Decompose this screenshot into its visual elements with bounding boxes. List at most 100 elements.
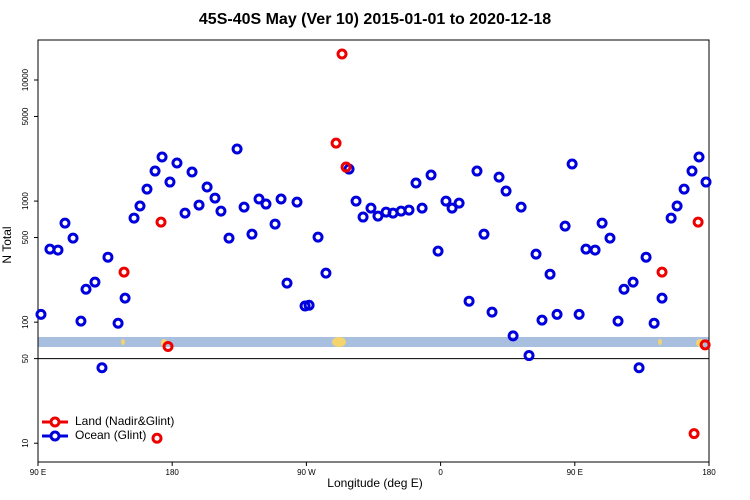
point [425, 169, 437, 181]
coverage-spot [658, 339, 662, 345]
point [486, 306, 498, 318]
point [164, 176, 176, 188]
coverage-spot [332, 337, 346, 347]
point [589, 244, 601, 256]
y-tick-label: 5000 [21, 107, 30, 125]
point [67, 232, 79, 244]
point [515, 201, 527, 213]
point [640, 251, 652, 263]
point [80, 283, 92, 295]
point [686, 165, 698, 177]
point [269, 218, 281, 230]
point [453, 197, 465, 209]
chart-title: 45S-40S May (Ver 10) 2015-01-01 to 2020-… [199, 11, 551, 28]
plot-frame [37, 39, 710, 463]
point [96, 362, 108, 374]
legend-marker [49, 416, 61, 428]
point [119, 292, 131, 304]
point [340, 161, 352, 173]
point [260, 198, 272, 210]
point [523, 350, 535, 362]
point [238, 201, 250, 213]
point [253, 193, 265, 205]
point [303, 299, 315, 311]
point [357, 211, 369, 223]
point [410, 177, 422, 189]
point [141, 183, 153, 195]
point [500, 185, 512, 197]
point [612, 315, 624, 327]
point [372, 210, 384, 222]
point [201, 181, 213, 193]
y-tick-label: 500 [21, 230, 30, 244]
y-tick-label: 1000 [21, 192, 30, 210]
point [671, 200, 683, 212]
point [350, 195, 362, 207]
point [493, 171, 505, 183]
y-axis-label: N Total [0, 226, 14, 263]
point [403, 204, 415, 216]
y-tick-label: 50 [21, 354, 30, 363]
x-tick-label: 180 [702, 468, 716, 477]
point [75, 315, 87, 327]
y-tick-label: 10 [21, 438, 30, 447]
point [416, 202, 428, 214]
point [656, 266, 668, 278]
legend-label: Ocean (Glint) [75, 428, 146, 442]
point [678, 183, 690, 195]
point [566, 158, 578, 170]
point [507, 330, 519, 342]
point [693, 151, 705, 163]
point [692, 216, 704, 228]
point [471, 165, 483, 177]
point [440, 195, 452, 207]
point [573, 308, 585, 320]
point [149, 165, 161, 177]
point [193, 199, 205, 211]
x-tick-label: 180 [166, 468, 180, 477]
x-tick-label: 90 E [30, 468, 46, 477]
point [320, 267, 332, 279]
point [281, 277, 293, 289]
point [699, 339, 711, 351]
point [627, 276, 639, 288]
point [536, 314, 548, 326]
point [463, 295, 475, 307]
point [478, 228, 490, 240]
point [246, 228, 258, 240]
point [171, 157, 183, 169]
x-axis-label: Longitude (deg E) [327, 476, 422, 490]
point [156, 151, 168, 163]
coverage-band [38, 337, 709, 347]
point [330, 137, 342, 149]
point [155, 216, 167, 228]
point [291, 196, 303, 208]
point [275, 193, 287, 205]
point [112, 317, 124, 329]
point [688, 428, 700, 440]
point [231, 143, 243, 155]
point [559, 220, 571, 232]
point [336, 48, 348, 60]
x-tick-label: 0 [438, 468, 443, 477]
point [89, 276, 101, 288]
legend-label: Land (Nadir&Glint) [75, 414, 174, 428]
point [215, 205, 227, 217]
point [432, 245, 444, 257]
point [35, 308, 47, 320]
point [618, 283, 630, 295]
point [656, 292, 668, 304]
point [551, 308, 563, 320]
point [209, 192, 221, 204]
point [118, 266, 130, 278]
point [604, 232, 616, 244]
point [700, 176, 712, 188]
point [162, 340, 174, 352]
point [151, 432, 163, 444]
point [312, 231, 324, 243]
point [596, 217, 608, 229]
point [223, 232, 235, 244]
point [179, 207, 191, 219]
point [59, 217, 71, 229]
point [665, 212, 677, 224]
